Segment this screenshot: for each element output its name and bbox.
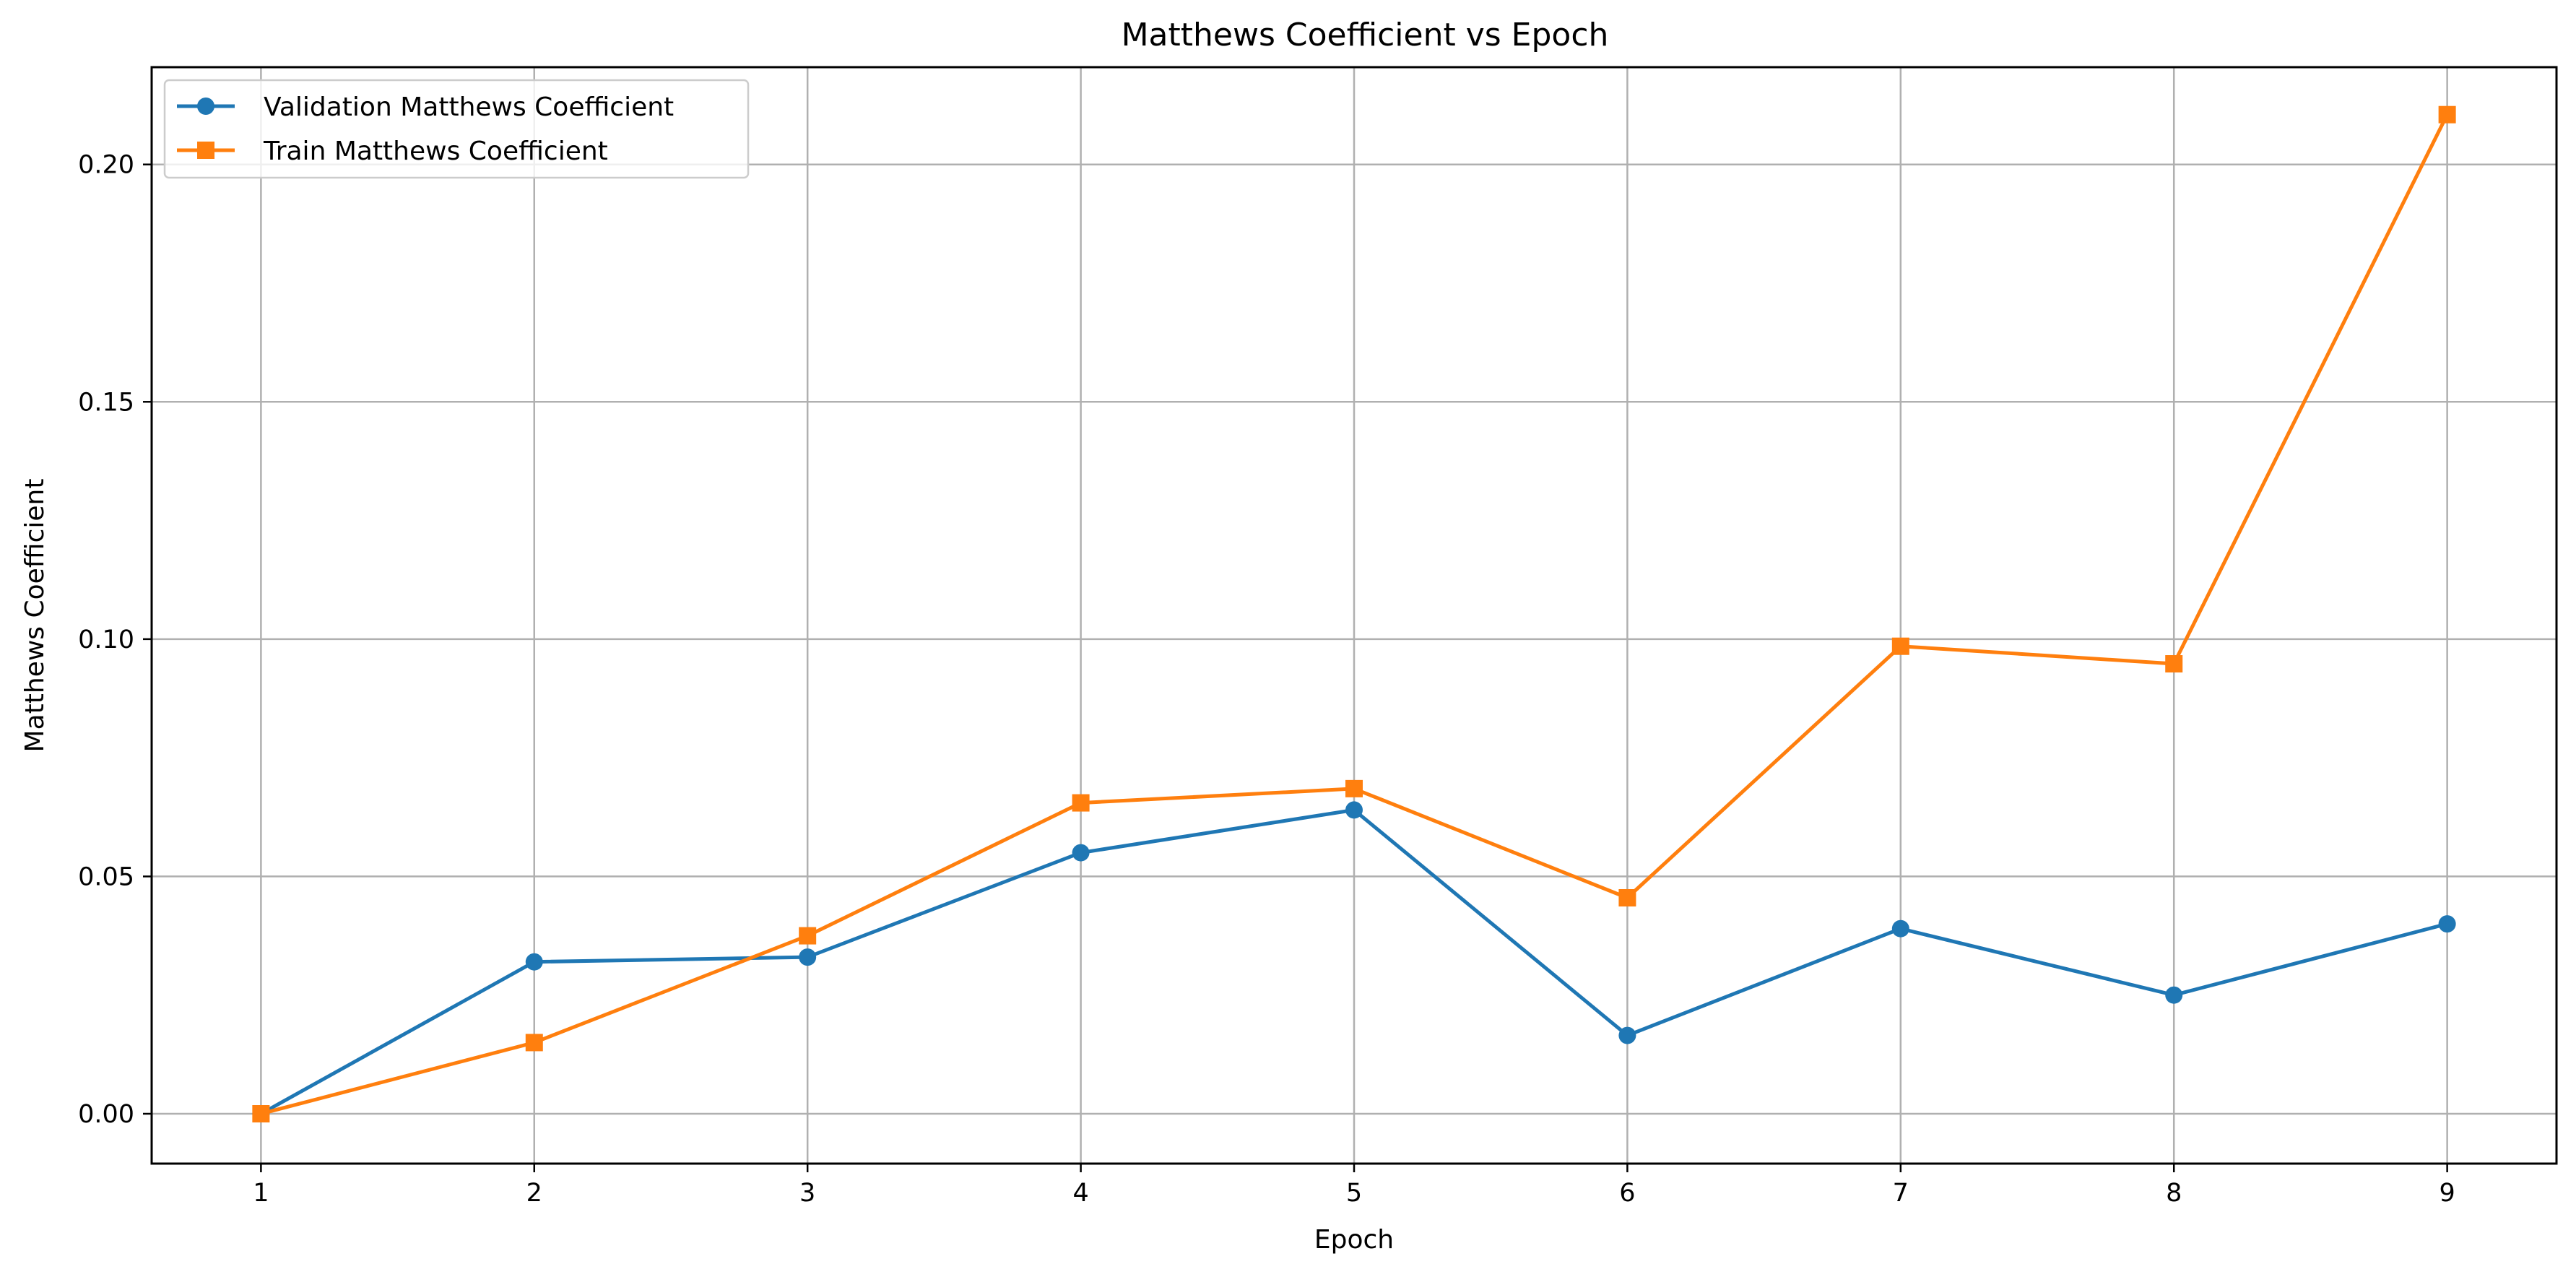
series-group	[252, 105, 2456, 1122]
y-tick-label: 0.00	[78, 1100, 134, 1129]
y-tick-label: 0.15	[78, 388, 134, 417]
legend-marker-train	[197, 142, 214, 159]
legend-marker-validation	[197, 98, 214, 115]
x-tick-label: 7	[1893, 1179, 1909, 1208]
data-point-circle	[799, 948, 817, 966]
x-tick-label: 2	[526, 1179, 542, 1208]
data-point-square	[2165, 655, 2183, 673]
x-tick-label: 5	[1346, 1179, 1362, 1208]
data-point-circle	[1345, 801, 1363, 819]
x-tick-label: 3	[799, 1179, 815, 1208]
y-axis-ticks: 0.00 0.05 0.10 0.15 0.20	[78, 151, 152, 1129]
y-tick-label: 0.20	[78, 151, 134, 180]
y-tick-label: 0.05	[78, 862, 134, 891]
grid-lines	[152, 67, 2557, 1164]
data-point-circle	[1891, 919, 1909, 938]
data-point-square	[2438, 105, 2456, 124]
data-point-square	[1072, 794, 1090, 812]
data-point-circle	[2438, 915, 2456, 933]
x-tick-label: 8	[2166, 1179, 2182, 1208]
x-tick-label: 9	[2439, 1179, 2455, 1208]
legend-box	[163, 79, 750, 179]
legend-label-validation: Validation Matthews Coefficient	[264, 92, 674, 122]
data-point-circle	[1072, 844, 1090, 862]
chart-title: Matthews Coefficient vs Epoch	[1122, 17, 1609, 53]
x-tick-label: 4	[1072, 1179, 1088, 1208]
legend: Validation Matthews Coefficient Train Ma…	[163, 79, 750, 179]
data-point-circle	[2165, 986, 2183, 1004]
data-point-square	[525, 1034, 543, 1052]
x-tick-label: 6	[1619, 1179, 1635, 1208]
y-axis-label: Matthews Coefficient	[20, 479, 50, 753]
data-point-square	[799, 927, 817, 945]
data-point-square	[252, 1105, 270, 1122]
data-point-square	[1345, 779, 1363, 797]
x-tick-label: 1	[253, 1179, 269, 1208]
data-point-square	[1618, 889, 1636, 906]
data-point-square	[1891, 637, 1909, 655]
y-tick-label: 0.10	[78, 625, 134, 654]
legend-label-train: Train Matthews Coefficient	[263, 137, 608, 166]
x-axis-ticks: 1 2 3 4 5 6 7 8 9	[253, 1164, 2455, 1208]
data-point-circle	[1618, 1026, 1636, 1044]
x-axis-label: Epoch	[1314, 1225, 1394, 1255]
data-point-circle	[525, 953, 543, 971]
